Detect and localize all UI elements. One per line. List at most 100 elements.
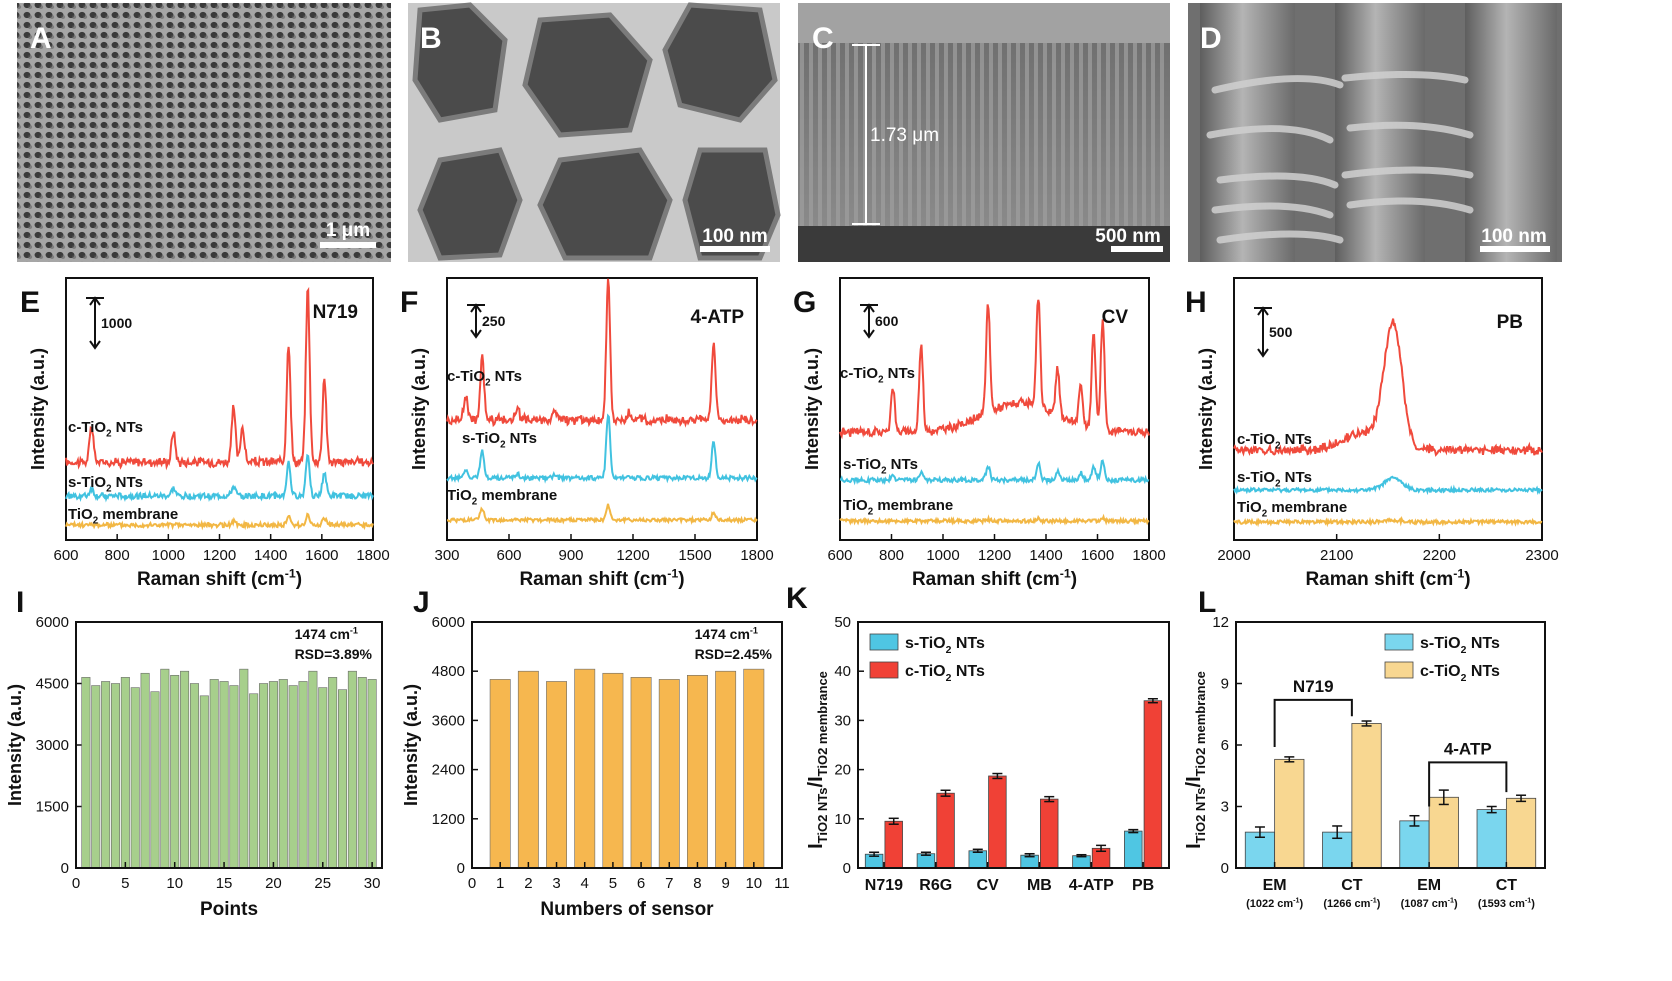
micrograph-c: C 1.73 μm 500 nm (798, 3, 1170, 262)
panel-letter: G (793, 286, 816, 319)
y-axis-label: Intensity (a.u.) (1196, 348, 1216, 470)
bar (199, 695, 209, 869)
bar (81, 677, 91, 869)
bar (219, 681, 229, 869)
label-part: NTs (112, 474, 143, 491)
x-tick-label: 8 (693, 875, 701, 892)
spectrum-line-membrane (839, 513, 1150, 526)
label-part: (1087 cm (1401, 898, 1448, 910)
nanotube-wall (944, 43, 948, 226)
bar (170, 674, 180, 869)
nanotube-wall (1025, 43, 1029, 226)
bar (91, 685, 101, 869)
micrograph-d: D 100 nm (1188, 3, 1562, 262)
label-part: TiO (68, 506, 93, 523)
plot-frame (446, 277, 758, 541)
y-tick-label: 0 (457, 860, 465, 877)
x-tick-label: 7 (665, 875, 673, 892)
bar (249, 693, 259, 869)
label-part: TiO2 NTs (1193, 787, 1208, 843)
x-axis-label: Numbers of sensor (540, 899, 714, 920)
label-part: 2 (472, 497, 478, 508)
panel-letter: L (1198, 586, 1216, 619)
label-part: c-TiO (905, 663, 946, 680)
x-tick-label: 4-ATP (1069, 877, 1114, 894)
x-tick-label: 30 (364, 875, 381, 892)
x-tick-label: 11 (774, 875, 790, 892)
bar (357, 677, 367, 869)
panel-letter: I (16, 586, 24, 619)
nanotube-wall (926, 43, 930, 226)
bar (120, 677, 130, 869)
y-tick-label: 3000 (36, 737, 69, 754)
label-part: NTs (506, 430, 537, 447)
nanotube-wall (1079, 43, 1083, 226)
x-tick-label: PB (1132, 877, 1154, 894)
label-part: -1 (1448, 897, 1454, 905)
chart-title: CV (1102, 307, 1129, 328)
scale-value: 500 (1269, 324, 1293, 340)
nanotube-wall (1151, 43, 1155, 226)
label-part: TiO (1237, 499, 1262, 516)
bar-panel-j: J 0 1200 2400 3600 4800 6000 0 1 2 3 4 5 6 7 8 9 10 11 Numb… (401, 586, 790, 920)
label-part: TiO (447, 487, 472, 504)
x-tick-label: MB (1027, 877, 1052, 894)
nanotube-wall (836, 43, 840, 226)
label-part: s-TiO (68, 474, 106, 491)
scale-bar-label: 100 nm (1481, 226, 1546, 247)
nanotube-wall (1061, 43, 1065, 226)
nanotube-wall (800, 43, 804, 226)
bar (1505, 797, 1537, 869)
y-tick-label: 1500 (36, 799, 69, 816)
nanotube-wall (1007, 43, 1011, 226)
micrograph-b: B 100 nm (408, 2, 781, 262)
bar (110, 683, 120, 869)
bar (1274, 758, 1305, 869)
x-tick-label: 800 (105, 547, 130, 564)
scale-bar (1111, 246, 1163, 252)
nanotube-wall (1142, 43, 1146, 226)
label-part: NTs (1281, 431, 1312, 448)
x-tick-label: 2 (524, 875, 532, 892)
scale-bar-label: 500 nm (1095, 226, 1160, 247)
y-tick-label: 4500 (36, 676, 69, 693)
y-tick-label: 6000 (36, 614, 69, 631)
label-part: 2 (878, 375, 884, 386)
legend-label: c-TiO2​ NTs (905, 663, 985, 684)
nanotube-wall (809, 43, 813, 226)
x-tick-label: 2000 (1217, 547, 1250, 564)
panel-letter: J (413, 586, 430, 619)
nanotube-wall (989, 43, 993, 226)
series-label: TiO2​ membrane (447, 487, 557, 508)
label-part: c-TiO (68, 419, 106, 436)
label-part: 2 (93, 516, 99, 527)
label-part: 2 (881, 466, 887, 477)
x-tick-label: 800 (879, 547, 904, 564)
scale-value: 1000 (101, 315, 132, 331)
nanotube-wall (845, 43, 849, 226)
panel-letter: A (30, 22, 52, 55)
panel-letter: F (400, 286, 418, 319)
nanotube-wall (998, 43, 1002, 226)
bracket-label: 4-ATP (1444, 739, 1492, 758)
label-part: 1474 cm (695, 626, 750, 642)
bar (140, 672, 150, 869)
x-tick-label: 1600 (305, 547, 338, 564)
bar (1040, 798, 1059, 869)
bar (268, 681, 278, 869)
label-part: -1 (350, 625, 358, 635)
x-tick-label: CV (976, 877, 999, 894)
y-tick-label: 50 (834, 614, 851, 631)
plot-frame (75, 621, 383, 869)
plot-frame (857, 621, 1170, 869)
x-tick-label: 0 (72, 875, 80, 892)
series-label: c-TiO2​ NTs (68, 419, 143, 440)
x-tick-sublabel: (1266 cm-1​) (1323, 897, 1380, 910)
bar (150, 691, 160, 869)
bar (288, 685, 298, 869)
x-tick-label: 1200 (203, 547, 236, 564)
label-part: s-TiO (843, 456, 881, 473)
x-tick-label: 1500 (678, 547, 711, 564)
bar (130, 687, 140, 869)
annotation-rsd: RSD=3.89% (295, 646, 373, 662)
